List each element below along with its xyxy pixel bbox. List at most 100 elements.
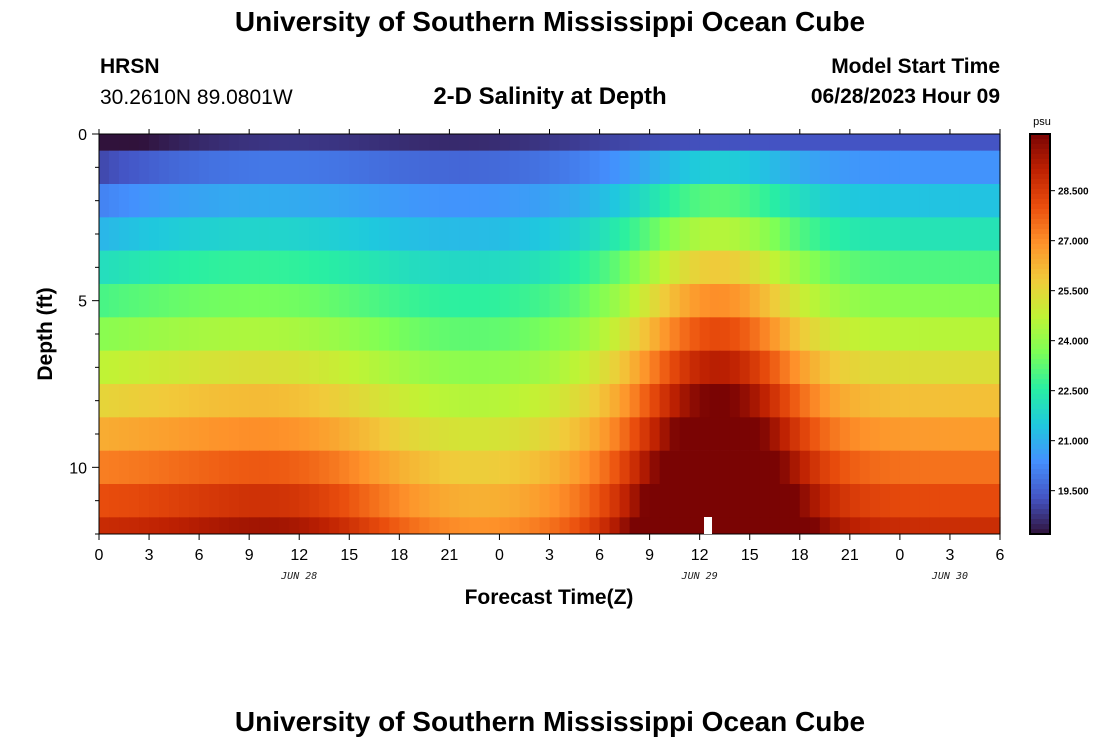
heatmap-cell xyxy=(839,517,851,535)
heatmap-cell xyxy=(459,517,471,535)
colorbar-segment xyxy=(1030,184,1050,190)
heatmap-cell xyxy=(99,317,110,351)
heatmap-cell xyxy=(159,250,170,285)
x-tick-label: 21 xyxy=(841,547,859,564)
heatmap-cell xyxy=(499,250,511,285)
heatmap-cell xyxy=(549,284,561,318)
heatmap-cell xyxy=(599,317,611,351)
heatmap-cell xyxy=(939,350,951,385)
heatmap-cell xyxy=(929,184,941,218)
heatmap-cell xyxy=(399,150,410,185)
date-label: JUN 28 xyxy=(280,571,317,582)
heatmap-cell xyxy=(529,217,541,251)
heatmap-cell xyxy=(169,134,180,151)
heatmap-cell xyxy=(459,150,471,185)
heatmap-cell xyxy=(499,317,511,351)
heatmap-cell xyxy=(129,134,140,151)
heatmap-cell xyxy=(479,484,491,518)
heatmap-cell xyxy=(879,484,891,518)
heatmap-cell xyxy=(909,217,921,251)
colorbar-segment xyxy=(1030,279,1050,285)
colorbar-segment xyxy=(1030,444,1050,450)
heatmap-cell xyxy=(459,450,471,485)
heatmap-cell xyxy=(759,384,771,418)
heatmap-cell xyxy=(479,417,491,451)
heatmap-cell xyxy=(219,250,230,285)
heatmap-cell xyxy=(139,184,150,218)
heatmap-cell xyxy=(609,150,621,185)
heatmap-cell xyxy=(469,284,481,318)
heatmap-cell xyxy=(799,150,811,185)
heatmap-cell xyxy=(109,134,120,151)
y-tick-label: 10 xyxy=(69,460,87,477)
heatmap-cell xyxy=(299,250,310,285)
heatmap-cell xyxy=(219,284,230,318)
heatmap-cell xyxy=(889,317,901,351)
heatmap-cell xyxy=(349,350,360,385)
heatmap-cell xyxy=(409,484,420,518)
heatmap-cell xyxy=(389,350,400,385)
heatmap-cell xyxy=(659,484,671,518)
heatmap-cell xyxy=(299,284,310,318)
heatmap-cell xyxy=(819,517,831,535)
heatmap-cell xyxy=(209,450,220,485)
heatmap-cell xyxy=(609,134,621,151)
heatmap-cell xyxy=(289,284,300,318)
heatmap-cell xyxy=(959,417,971,451)
heatmap-cell xyxy=(749,484,761,518)
heatmap-cell xyxy=(719,417,731,451)
x-tick-label: 15 xyxy=(340,547,358,564)
heatmap-cell xyxy=(769,184,781,218)
heatmap-cell xyxy=(289,350,300,385)
heatmap-cell xyxy=(729,317,741,351)
colorbar-segment xyxy=(1030,484,1050,490)
heatmap-cell xyxy=(869,517,881,535)
heatmap-cell xyxy=(369,184,380,218)
heatmap-cell xyxy=(219,384,230,418)
heatmap-cell xyxy=(419,350,430,385)
heatmap-cell xyxy=(199,284,210,318)
heatmap-cell xyxy=(799,134,811,151)
heatmap-cell xyxy=(549,134,561,151)
heatmap-cell xyxy=(639,517,651,535)
heatmap-cell xyxy=(629,484,641,518)
heatmap-cell xyxy=(419,184,430,218)
heatmap-cell xyxy=(919,250,931,285)
heatmap-cell xyxy=(899,417,911,451)
heatmap-cell xyxy=(909,284,921,318)
heatmap-cell xyxy=(959,217,971,251)
heatmap-cell xyxy=(979,250,991,285)
heatmap-cell xyxy=(799,217,811,251)
heatmap-cell xyxy=(959,284,971,318)
colorbar-segment xyxy=(1030,159,1050,165)
heatmap-cell xyxy=(979,284,991,318)
heatmap-cell xyxy=(579,250,591,285)
heatmap-cell xyxy=(589,317,601,351)
heatmap-cell xyxy=(439,517,450,535)
heatmap-cell xyxy=(989,250,1001,285)
heatmap-cell xyxy=(809,217,821,251)
heatmap-cell xyxy=(619,384,631,418)
heatmap-cell xyxy=(739,134,751,151)
y-tick-label: 5 xyxy=(78,294,87,311)
heatmap-cell xyxy=(679,450,691,485)
colorbar-segment xyxy=(1030,244,1050,250)
heatmap-cell xyxy=(369,250,380,285)
colorbar-segment xyxy=(1030,529,1050,535)
heatmap-cell xyxy=(519,217,531,251)
heatmap-cell xyxy=(819,150,831,185)
heatmap-cell xyxy=(349,450,360,485)
heatmap-cell xyxy=(939,484,951,518)
heatmap-cell xyxy=(429,317,440,351)
heatmap-cell xyxy=(539,417,551,451)
heatmap-cell xyxy=(949,134,961,151)
heatmap-cell xyxy=(479,217,491,251)
heatmap-cell xyxy=(329,350,340,385)
heatmap-cell xyxy=(229,484,240,518)
heatmap-cell xyxy=(419,284,430,318)
heatmap-cell xyxy=(819,134,831,151)
heatmap-cell xyxy=(869,484,881,518)
heatmap-cell xyxy=(399,184,410,218)
heatmap-cell xyxy=(669,484,681,518)
heatmap-cell xyxy=(359,184,370,218)
